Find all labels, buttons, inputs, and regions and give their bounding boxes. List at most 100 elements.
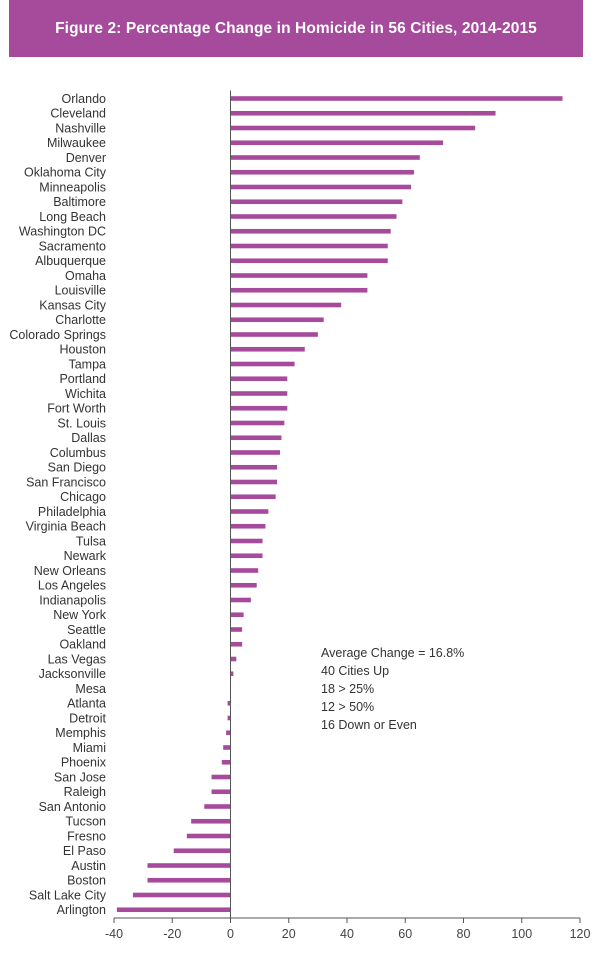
bar-chicago	[230, 494, 276, 500]
category-label-sacramento: Sacramento	[39, 239, 106, 253]
bar-oakland	[230, 641, 243, 647]
category-label-denver: Denver	[66, 151, 106, 165]
x-tick-label: 80	[457, 927, 471, 941]
x-tick-label: 20	[282, 927, 296, 941]
category-label-nashville: Nashville	[55, 121, 106, 135]
category-label-arlington: Arlington	[57, 903, 106, 917]
title-banner: Figure 2: Percentage Change in Homicide …	[9, 0, 583, 57]
category-label-las-vegas: Las Vegas	[48, 652, 106, 666]
category-label-raleigh: Raleigh	[64, 785, 106, 799]
bar-new-orleans	[230, 568, 259, 573]
bar-philadelphia	[230, 509, 269, 514]
bar-portland	[230, 376, 288, 382]
bar-louisville	[230, 287, 368, 293]
bar-minneapolis	[230, 184, 412, 190]
bar-phoenix	[221, 759, 231, 765]
category-label-detroit: Detroit	[69, 711, 106, 725]
category-label-charlotte: Charlotte	[55, 313, 106, 327]
bar-long-beach	[230, 214, 397, 219]
category-label-tulsa: Tulsa	[76, 534, 106, 548]
bar-oklahoma-city	[230, 169, 414, 175]
category-label-austin: Austin	[71, 859, 106, 873]
x-tick-label: 120	[570, 927, 591, 941]
category-label-oklahoma-city: Oklahoma City	[24, 166, 107, 180]
bar-fort-worth	[230, 405, 288, 411]
category-label-virginia-beach: Virginia Beach	[26, 520, 106, 534]
bar-denver	[230, 155, 420, 160]
bar-tucson	[191, 818, 231, 824]
bar-virginia-beach	[230, 523, 266, 529]
annotation-line-over-50: 12 > 50%	[321, 700, 375, 714]
bar-sacramento	[230, 243, 388, 249]
x-tick-label: -40	[105, 927, 123, 941]
category-label-indianapolis: Indianapolis	[39, 593, 106, 607]
annotation-line-down-or-even: 16 Down or Even	[321, 718, 417, 732]
bar-kansas-city	[230, 302, 342, 308]
category-label-fresno: Fresno	[67, 829, 106, 843]
bar-san-francisco	[230, 479, 278, 485]
category-label-fort-worth: Fort Worth	[47, 402, 106, 416]
bar-washington-dc	[230, 228, 391, 234]
bar-new-york	[230, 612, 244, 618]
bar-omaha	[230, 273, 368, 278]
category-label-milwaukee: Milwaukee	[47, 136, 106, 150]
category-label-san-antonio: San Antonio	[39, 800, 106, 814]
bar-baltimore	[230, 199, 403, 205]
category-label-newark: Newark	[64, 549, 107, 563]
category-label-kansas-city: Kansas City	[39, 298, 106, 312]
category-label-minneapolis: Minneapolis	[39, 180, 106, 194]
category-label-salt-lake-city: Salt Lake City	[29, 888, 107, 902]
category-label-cleveland: Cleveland	[50, 107, 106, 121]
bar-charlotte	[230, 317, 324, 323]
bar-san-diego	[230, 464, 278, 470]
bar-newark	[230, 553, 263, 559]
category-label-new-orleans: New Orleans	[34, 564, 106, 578]
category-label-chicago: Chicago	[60, 490, 106, 504]
category-label-new-york: New York	[53, 608, 107, 622]
bar-indianapolis	[230, 597, 251, 603]
annotation-line-cities-up: 40 Cities Up	[321, 664, 390, 678]
category-label-memphis: Memphis	[55, 726, 106, 740]
category-label-mesa: Mesa	[75, 682, 106, 696]
bar-el-paso	[173, 848, 231, 854]
bar-fresno	[186, 833, 231, 839]
bar-las-vegas	[230, 656, 237, 662]
bar-jacksonville	[230, 671, 234, 677]
bar-cleveland	[230, 110, 496, 116]
category-label-wichita: Wichita	[65, 387, 106, 401]
bar-columbus	[230, 450, 281, 455]
category-label-los-angeles: Los Angeles	[38, 579, 106, 593]
category-label-columbus: Columbus	[50, 446, 106, 460]
bar-memphis	[226, 730, 231, 736]
x-tick-label: 0	[227, 927, 234, 941]
bar-milwaukee	[230, 140, 444, 146]
category-label-san-francisco: San Francisco	[26, 475, 106, 489]
bar-dallas	[230, 435, 282, 441]
bar-seattle	[230, 627, 243, 632]
annotation-line-average: Average Change = 16.8%	[321, 646, 465, 660]
category-label-albuquerque: Albuquerque	[35, 254, 106, 268]
bar-tampa	[230, 361, 295, 367]
category-label-jacksonville: Jacksonville	[39, 667, 106, 681]
category-label-atlanta: Atlanta	[67, 697, 106, 711]
annotation-line-over-25: 18 > 25%	[321, 682, 375, 696]
category-label-tampa: Tampa	[68, 357, 106, 371]
category-label-dallas: Dallas	[71, 431, 106, 445]
summary-annotation: Average Change = 16.8% 40 Cities Up 18 >…	[321, 644, 464, 734]
chart-title: Figure 2: Percentage Change in Homicide …	[55, 19, 537, 37]
bar-san-antonio	[204, 804, 231, 809]
category-label-philadelphia: Philadelphia	[38, 505, 106, 519]
category-label-tucson: Tucson	[65, 815, 106, 829]
bar-los-angeles	[230, 582, 257, 588]
category-label-boston: Boston	[67, 874, 106, 888]
category-label-san-jose: San Jose	[54, 770, 106, 784]
category-label-washington-dc: Washington DC	[19, 225, 106, 239]
x-tick-label: 60	[398, 927, 412, 941]
category-label-san-diego: San Diego	[48, 461, 106, 475]
bar-atlanta	[227, 700, 231, 706]
bar-austin	[147, 863, 231, 868]
category-label-phoenix: Phoenix	[61, 756, 107, 770]
category-label-omaha: Omaha	[65, 269, 106, 283]
x-tick-label: -20	[163, 927, 181, 941]
category-label-orlando: Orlando	[62, 92, 107, 106]
